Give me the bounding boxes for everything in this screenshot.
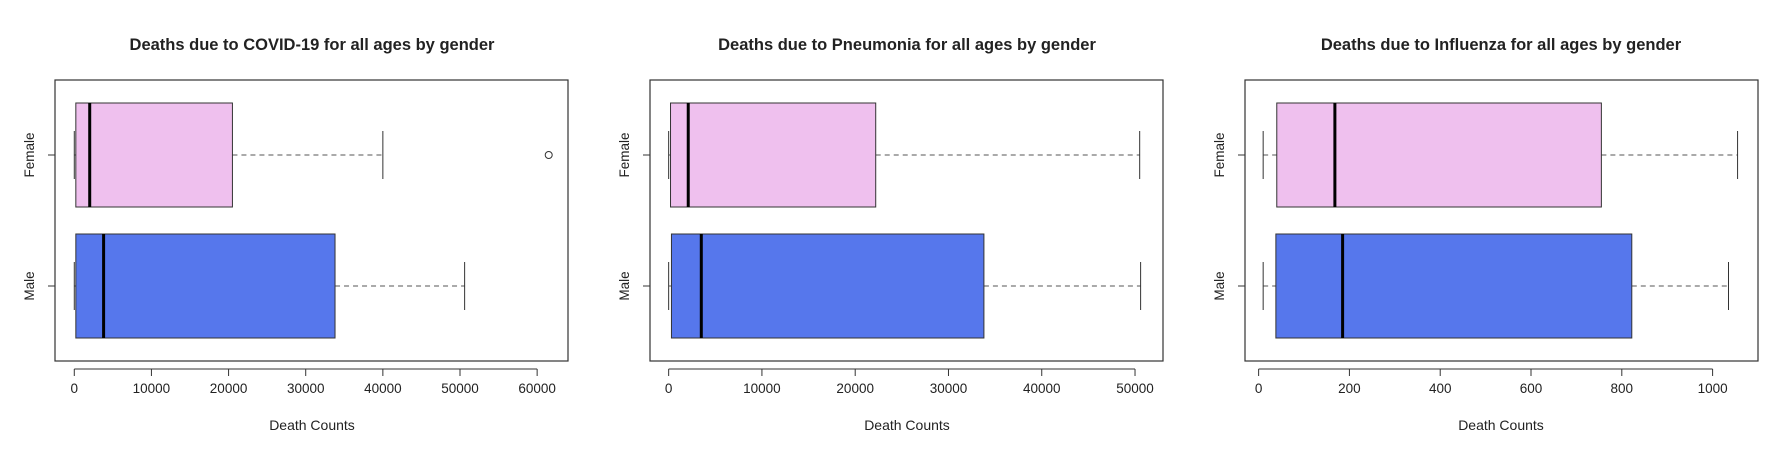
chart-panel-influenza: Deaths due to Influenza for all ages by …: [1212, 36, 1759, 433]
box-iqr: [75, 233, 336, 339]
x-axis-title: Death Counts: [864, 417, 950, 433]
y-tick-label: Male: [617, 271, 632, 300]
y-tick-label: Female: [1212, 132, 1227, 177]
box-female: [668, 102, 1141, 208]
x-tick-label: 30000: [930, 381, 968, 396]
x-tick-label: 40000: [364, 381, 402, 396]
x-axis: 0 10000 20000 30000 40000 50000 60000: [71, 368, 556, 396]
box-iqr: [670, 233, 985, 339]
x-tick-label: 400: [1429, 381, 1452, 396]
y-tick-label: Female: [22, 132, 37, 177]
boxes: [73, 102, 553, 339]
x-tick-label: 20000: [836, 381, 874, 396]
chart-title: Deaths due to Influenza for all ages by …: [1321, 36, 1682, 54]
box-male: [668, 233, 1142, 339]
x-axis: 0 10000 20000 30000 40000 50000: [665, 368, 1154, 396]
x-tick-label: 1000: [1698, 381, 1728, 396]
x-axis-title: Death Counts: [269, 417, 355, 433]
x-tick-label: 0: [1255, 381, 1263, 396]
x-tick-label: 30000: [287, 381, 325, 396]
box-male: [73, 233, 466, 339]
y-axis: Female Male: [1212, 132, 1245, 301]
x-tick-label: 0: [665, 381, 673, 396]
box-iqr: [1276, 102, 1602, 208]
plot-frame: [54, 79, 569, 362]
y-axis: Female Male: [617, 132, 650, 301]
plot-frame: [649, 79, 1164, 362]
x-tick-label: 10000: [743, 381, 781, 396]
x-tick-label: 50000: [441, 381, 479, 396]
x-tick-label: 60000: [518, 381, 556, 396]
chart-panel-covid: Deaths due to COVID-19 for all ages by g…: [22, 36, 569, 433]
x-tick-label: 10000: [133, 381, 171, 396]
x-tick-label: 0: [71, 381, 79, 396]
x-axis: 0 200 400 600 800 1000: [1255, 368, 1728, 396]
box-male: [1262, 233, 1729, 339]
y-tick-label: Male: [22, 271, 37, 300]
x-axis-title: Death Counts: [1458, 417, 1544, 433]
x-tick-label: 600: [1520, 381, 1543, 396]
y-axis: Female Male: [22, 132, 55, 301]
chart-panel-pneumonia: Deaths due to Pneumonia for all ages by …: [617, 36, 1164, 433]
box-iqr: [75, 102, 233, 208]
y-tick-label: Male: [1212, 271, 1227, 300]
outlier-point: [544, 151, 553, 159]
box-iqr: [1275, 233, 1633, 339]
plot-frame: [1244, 79, 1759, 362]
box-female: [1262, 102, 1739, 208]
chart-title: Deaths due to Pneumonia for all ages by …: [718, 36, 1096, 54]
chart-title: Deaths due to COVID-19 for all ages by g…: [130, 36, 495, 54]
box-female: [73, 102, 553, 208]
box-iqr: [670, 102, 877, 208]
x-tick-label: 50000: [1116, 381, 1154, 396]
x-tick-label: 20000: [210, 381, 248, 396]
x-tick-label: 40000: [1023, 381, 1061, 396]
boxes: [1262, 102, 1739, 339]
x-tick-label: 200: [1338, 381, 1361, 396]
y-tick-label: Female: [617, 132, 632, 177]
x-tick-label: 800: [1611, 381, 1634, 396]
boxes: [668, 102, 1142, 339]
